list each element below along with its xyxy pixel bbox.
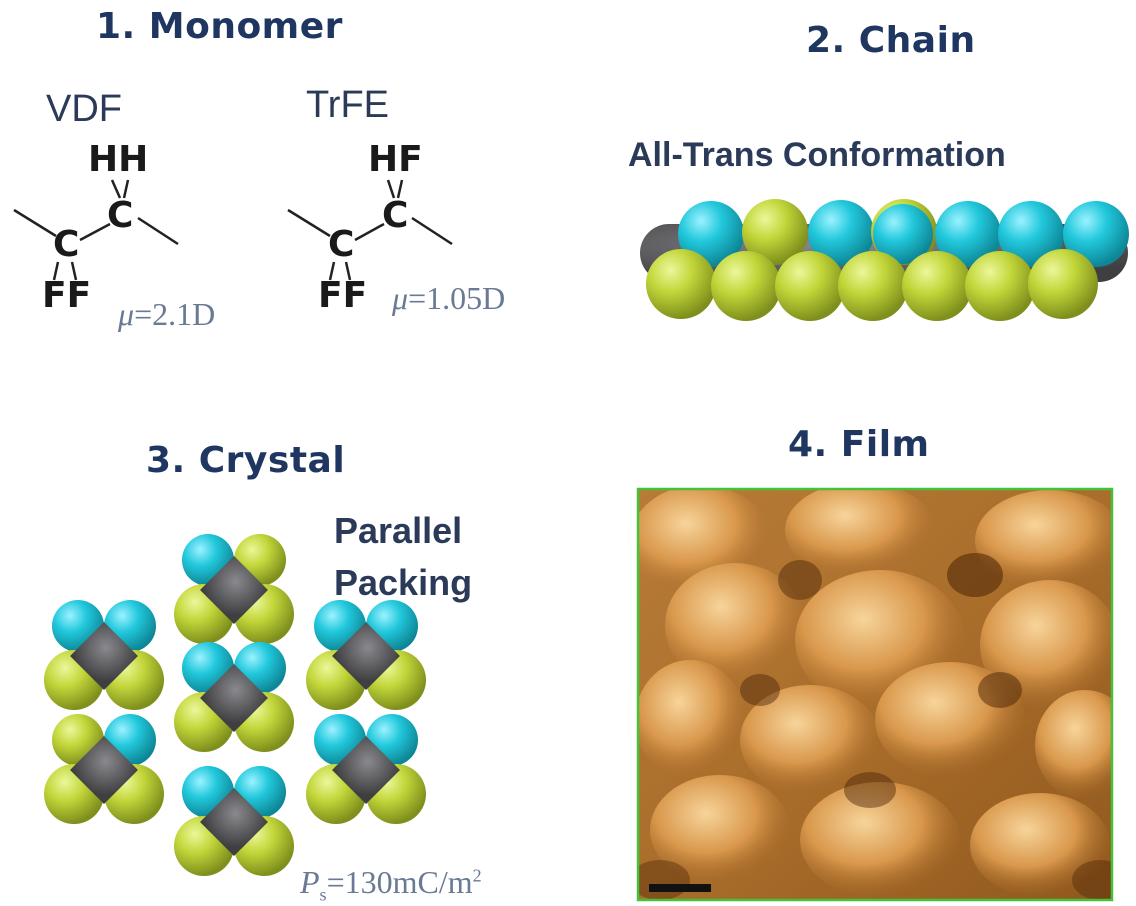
trfe-carbon-upper: C: [382, 195, 409, 236]
vdf-bond-up-a: [110, 179, 122, 199]
crystal-title: 3. Crystal: [146, 440, 346, 481]
trfe-bond-left: [287, 208, 331, 238]
trfe-bond-right: [411, 216, 453, 246]
chain-atom-f: [1028, 249, 1098, 319]
chain-atom-h: [1063, 201, 1129, 267]
film-grains: [638, 489, 1112, 900]
vdf-label: VDF: [46, 88, 122, 130]
chain-conformation-label: All-Trans Conformation: [628, 136, 1006, 174]
monomer-title: 1. Monomer: [96, 6, 343, 47]
scale-bar: [649, 884, 711, 892]
vdf-bond-left: [13, 208, 57, 238]
crystal-unit: [174, 534, 294, 644]
vdf-carbon-upper: C: [107, 195, 134, 236]
vdf-bond-down-a: [52, 261, 60, 281]
crystal-unit: [174, 642, 294, 752]
crystal-unit: [174, 766, 294, 876]
chain-title: 2. Chain: [806, 20, 976, 61]
film-afm-image: [636, 487, 1114, 902]
chain-atom-h: [678, 201, 744, 267]
crystal-unit: [306, 600, 426, 710]
trfe-dipole: μ=1.05D: [392, 280, 506, 316]
vdf-bond-down-b: [70, 261, 78, 281]
chain-atom-h: [873, 204, 933, 264]
chain-atom-f: [711, 251, 781, 321]
chain-atom-f: [902, 251, 972, 321]
packing-label-line2: Packing: [334, 562, 473, 603]
trfe-carbon-lower: C: [328, 224, 355, 265]
vdf-carbon-lower: C: [53, 224, 80, 265]
trfe-top-atoms: HF: [368, 139, 423, 180]
chain-top-row: [678, 199, 1129, 267]
trfe-bottom-atoms: FF: [318, 275, 368, 316]
chain-model: [640, 199, 1129, 321]
vdf-bonds: [13, 179, 179, 281]
chain-atom-f: [742, 199, 808, 265]
trfe-bond-up-a: [386, 179, 396, 199]
chain-atom-h: [808, 200, 874, 266]
film-title: 4. Film: [788, 424, 930, 465]
film-border: [636, 487, 1114, 902]
vdf-bottom-atoms: FF: [42, 275, 92, 316]
vdf-bond-up-b: [122, 179, 130, 199]
vdf-top-atoms: HH: [88, 139, 149, 180]
chain-atom-h: [998, 201, 1064, 267]
chain-atom-f: [646, 249, 716, 319]
trfe-bonds: [287, 179, 453, 281]
vdf-bond-right: [137, 216, 179, 246]
crystal-unit: [44, 600, 164, 710]
crystal-packing: [44, 534, 426, 876]
chain-atom-f: [838, 251, 908, 321]
packing-label-line1: Parallel: [334, 510, 463, 551]
chain-bottom-row: [646, 249, 1098, 321]
trfe-bond-down-b: [344, 261, 352, 281]
vdf-bond-middle: [79, 222, 111, 242]
crystal-unit: [44, 714, 164, 824]
chain-atom-f: [775, 251, 845, 321]
chain-atom-h: [935, 201, 1001, 267]
polarization-value: Ps=130mC/m2: [300, 864, 482, 905]
vdf-dipole: μ=2.1D: [118, 296, 216, 332]
chain-atom-f: [965, 251, 1035, 321]
trfe-bond-up-b: [396, 179, 404, 199]
trfe-label: TrFE: [306, 84, 390, 126]
crystal-unit: [306, 714, 426, 824]
trfe-bond-middle: [354, 222, 385, 242]
trfe-bond-down-a: [328, 261, 336, 281]
